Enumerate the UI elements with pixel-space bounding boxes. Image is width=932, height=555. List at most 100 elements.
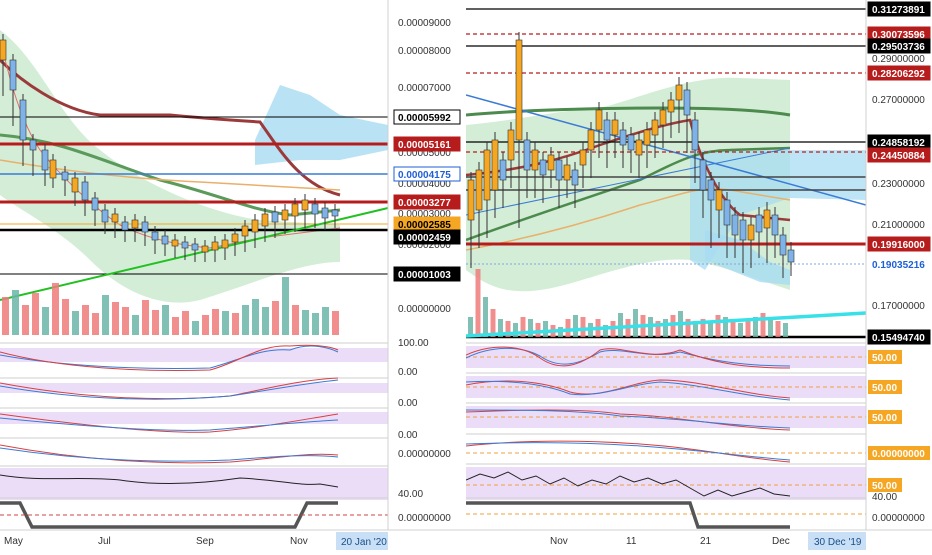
right-osc-tag[interactable] [868, 478, 902, 492]
right-price-tag[interactable] [867, 147, 931, 163]
candle-body[interactable] [171, 239, 179, 247]
candle-body[interactable] [571, 169, 579, 186]
candle-body[interactable] [563, 164, 571, 181]
right-price-pane[interactable] [466, 8, 866, 529]
candle-body[interactable] [181, 241, 189, 249]
candle-body[interactable] [483, 149, 491, 201]
left-price-tag[interactable] [393, 229, 461, 245]
candle-body[interactable] [261, 213, 269, 227]
candle-body[interactable] [121, 221, 129, 231]
candle-body[interactable] [539, 159, 547, 176]
candle-body[interactable] [331, 209, 339, 217]
candle-body[interactable] [191, 243, 199, 251]
candle-body[interactable] [699, 159, 707, 191]
candle-body[interactable] [221, 239, 229, 249]
candle-body[interactable] [19, 99, 27, 141]
right-price-tag-label: 0.24858192 [872, 138, 925, 149]
right-osc-tag[interactable] [868, 380, 902, 394]
candle-body[interactable] [675, 84, 683, 101]
right-price-tag[interactable] [867, 256, 931, 272]
candle-body[interactable] [707, 179, 715, 201]
candle-body[interactable] [41, 149, 49, 171]
candle-body[interactable] [683, 89, 691, 116]
candle-body[interactable] [211, 241, 219, 251]
candle-body[interactable] [475, 169, 483, 211]
candle-body[interactable] [201, 245, 209, 253]
right-date-badge[interactable] [808, 532, 866, 550]
candle-body[interactable] [523, 139, 531, 171]
candle-body[interactable] [547, 154, 555, 171]
candle-body[interactable] [627, 134, 635, 151]
candle-body[interactable] [635, 139, 643, 156]
right-osc-tag[interactable] [868, 350, 902, 364]
left-price-tag[interactable] [393, 266, 461, 282]
candle-body[interactable] [579, 149, 587, 166]
candle-body[interactable] [161, 235, 169, 245]
candle-body[interactable] [101, 209, 109, 223]
candle-body[interactable] [0, 39, 7, 61]
left-price-tag[interactable] [393, 166, 461, 182]
candle-body[interactable] [281, 209, 289, 221]
candle-body[interactable] [91, 197, 99, 211]
right-osc-tag[interactable] [868, 446, 930, 460]
right-price-tag[interactable] [867, 1, 931, 17]
candle-body[interactable] [643, 129, 651, 146]
right-price-tag[interactable] [867, 236, 931, 252]
candle-body[interactable] [81, 181, 89, 201]
candle-body[interactable] [61, 171, 69, 181]
candle-body[interactable] [691, 119, 699, 151]
candle-body[interactable] [755, 214, 763, 233]
candle-body[interactable] [241, 225, 249, 237]
candle-body[interactable] [515, 39, 523, 141]
candle-body[interactable] [271, 211, 279, 223]
candle-body[interactable] [531, 149, 539, 171]
candle-body[interactable] [311, 203, 319, 215]
candle-body[interactable] [111, 213, 119, 223]
candle-body[interactable] [141, 221, 149, 233]
candle-body[interactable] [619, 129, 627, 146]
candle-body[interactable] [71, 177, 79, 193]
candle-body[interactable] [491, 139, 499, 191]
candle-body[interactable] [667, 99, 675, 113]
right-price-tag[interactable] [867, 65, 931, 81]
left-date-badge[interactable] [336, 532, 388, 550]
candle-body[interactable] [301, 199, 309, 211]
candle-body[interactable] [747, 224, 755, 241]
candle-body[interactable] [611, 119, 619, 136]
candle-body[interactable] [651, 119, 659, 136]
candle-body[interactable] [291, 203, 299, 217]
candle-body[interactable] [763, 209, 771, 229]
candle-body[interactable] [321, 207, 329, 219]
right-price-tag[interactable] [867, 38, 931, 54]
candle-body[interactable] [29, 139, 37, 151]
left-price-tag[interactable] [393, 109, 461, 125]
candle-body[interactable] [9, 59, 17, 91]
candle-body[interactable] [499, 159, 507, 181]
candle-body[interactable] [787, 249, 795, 263]
candle-body[interactable] [49, 159, 57, 179]
candle-body[interactable] [587, 129, 595, 151]
candle-body[interactable] [151, 231, 159, 241]
candle-body[interactable] [251, 219, 259, 233]
candle-body[interactable] [779, 234, 787, 256]
candle-body[interactable] [739, 219, 747, 241]
candle-body[interactable] [507, 129, 515, 161]
candle-body[interactable] [731, 214, 739, 236]
right-osc-tag[interactable] [868, 410, 902, 424]
candle-body[interactable] [659, 109, 667, 126]
trendline-blue-thin [466, 147, 791, 216]
left-price-pane[interactable] [0, 30, 388, 529]
left-price-tag[interactable] [393, 136, 461, 152]
candle-body[interactable] [231, 233, 239, 243]
candle-body[interactable] [771, 214, 779, 236]
candle-body[interactable] [715, 189, 723, 211]
candle-body[interactable] [595, 109, 603, 131]
candle-body[interactable] [131, 219, 139, 229]
candle-body[interactable] [467, 179, 475, 221]
left-price-tag[interactable] [393, 194, 461, 210]
candle-body[interactable] [555, 159, 563, 181]
candle-body[interactable] [603, 119, 611, 141]
right-price-tag[interactable] [867, 329, 931, 345]
candle-body[interactable] [723, 199, 731, 226]
